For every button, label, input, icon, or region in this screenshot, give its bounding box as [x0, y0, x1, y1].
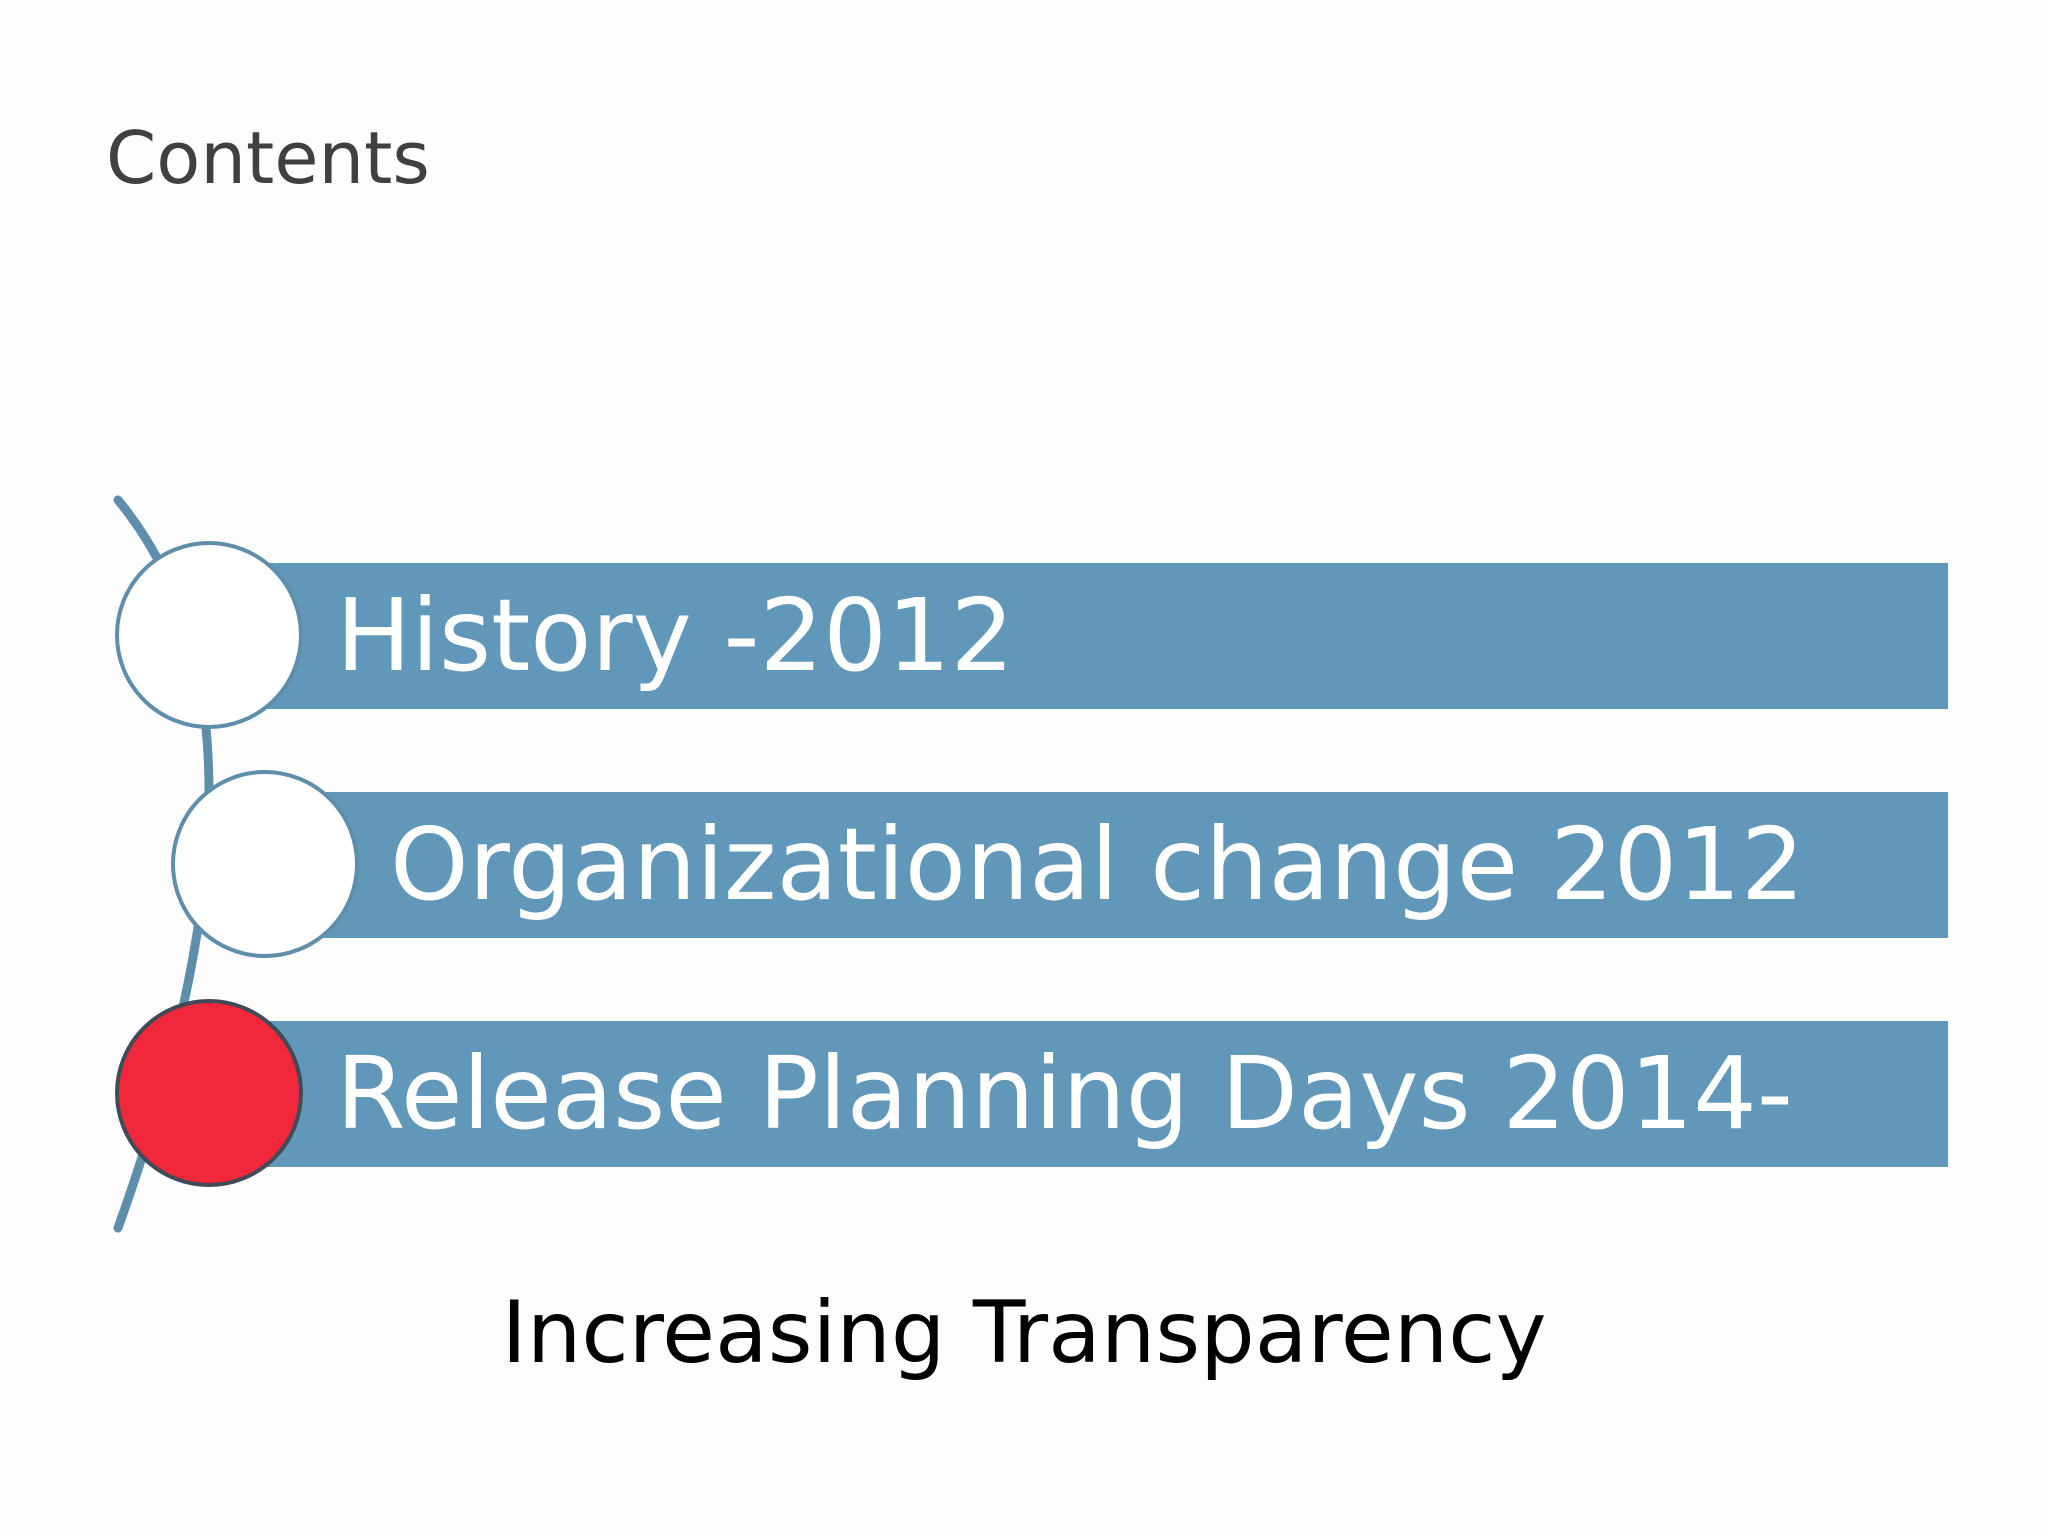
contents-item-active-bullet-icon — [115, 999, 303, 1187]
contents-item-release-planning-days[interactable]: Release Planning Days 2014- — [212, 1021, 1948, 1167]
contents-item-label: History -2012 — [336, 577, 1015, 694]
contents-item-bullet-icon — [171, 770, 359, 958]
contents-item-bullet-icon — [115, 541, 303, 729]
contents-item-label: Release Planning Days 2014- — [336, 1035, 1793, 1152]
slide-caption: Increasing Transparency — [501, 1283, 1547, 1383]
slide-title: Contents — [106, 116, 430, 200]
contents-item-organizational-change[interactable]: Organizational change 2012 — [268, 792, 1948, 938]
contents-item-history[interactable]: History -2012 — [212, 563, 1948, 709]
contents-item-label: Organizational change 2012 — [390, 806, 1805, 923]
